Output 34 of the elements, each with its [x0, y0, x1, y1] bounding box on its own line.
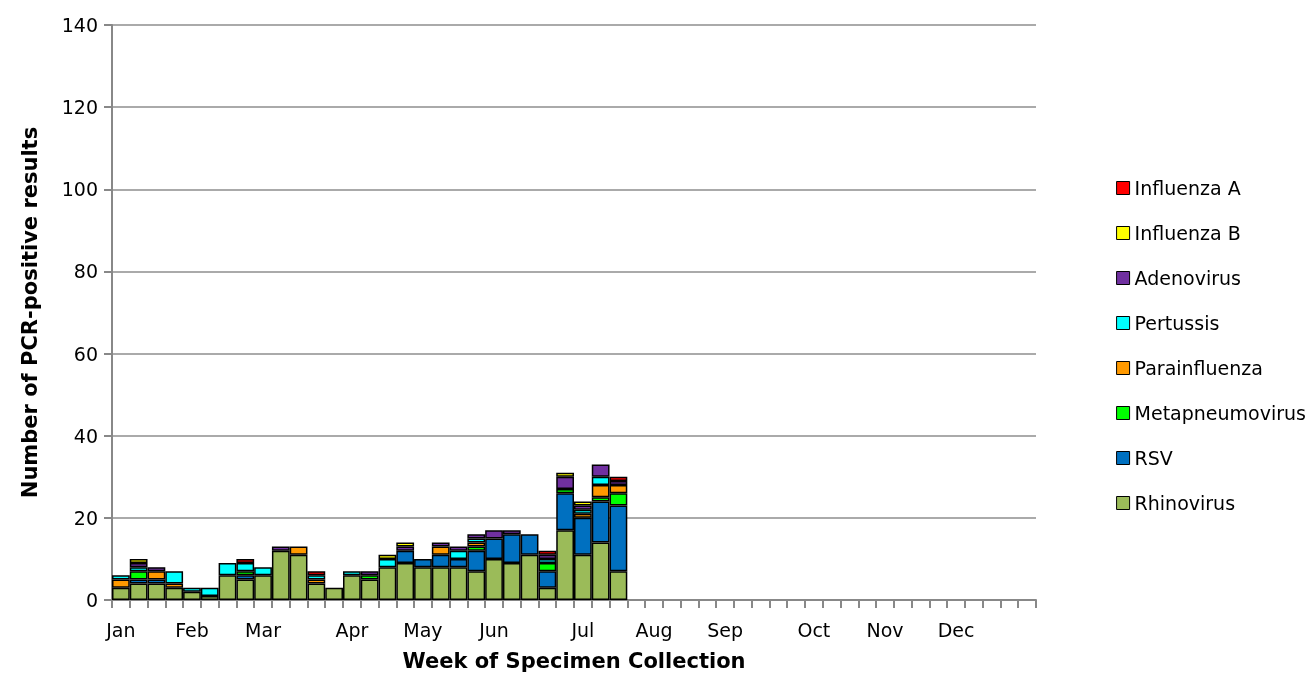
x-tick-label: Dec	[937, 618, 975, 641]
bar	[556, 476, 574, 490]
x-tick-label: Jun	[478, 618, 509, 641]
x-tick-label: Oct	[797, 618, 831, 641]
legend-label: Rhinovirus	[1134, 492, 1236, 514]
legend-label: Influenza A	[1134, 177, 1241, 199]
legend-label: Parainfluenza	[1134, 357, 1263, 379]
bar	[396, 542, 415, 547]
x-tick-label: Jan	[105, 618, 136, 641]
bar	[129, 563, 148, 568]
y-tick-label: 0	[85, 589, 98, 611]
x-axis-title: Week of Specimen Collection	[402, 648, 746, 673]
x-tick-label: Apr	[335, 618, 369, 641]
y-tick-label: 20	[73, 506, 98, 529]
y-tick-label: 60	[73, 342, 98, 365]
x-tick-label: Jul	[570, 618, 595, 641]
x-tick-label: Sep	[707, 618, 743, 641]
legend-label: Metapneumovirus	[1134, 402, 1306, 424]
legend-label: Influenza B	[1134, 222, 1241, 244]
legend-label: Pertussis	[1134, 312, 1220, 334]
x-tick-label: Mar	[245, 618, 282, 641]
legend-label: RSV	[1134, 447, 1173, 469]
y-tick-label: 80	[73, 260, 98, 283]
x-tick-label: Aug	[635, 618, 673, 641]
y-tick-label: 100	[61, 178, 98, 201]
y-tick-label: 40	[73, 424, 98, 447]
y-tick-label: 120	[61, 96, 98, 119]
y-axis-title: Number of PCR-positive results	[17, 126, 42, 499]
x-tick-label: Feb	[175, 618, 209, 641]
legend-label: Adenovirus	[1134, 267, 1241, 289]
x-tick-label: Nov	[866, 618, 904, 641]
y-tick-label: 140	[61, 14, 98, 36]
bar	[129, 558, 148, 564]
x-tick-label: May	[403, 618, 443, 641]
